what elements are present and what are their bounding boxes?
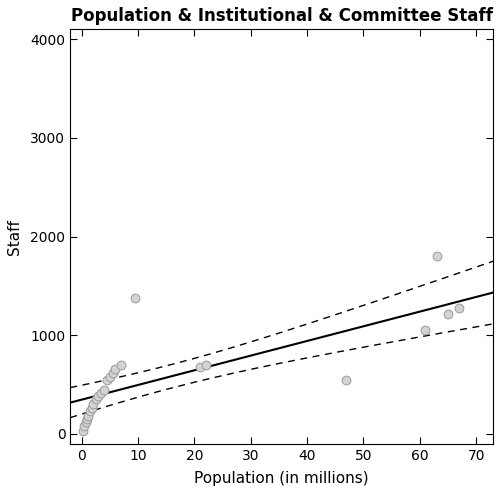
Point [83, 415, 91, 423]
Point [98, 388, 106, 396]
Point [80, 422, 88, 430]
Point [202, 361, 209, 369]
Point [84, 412, 92, 420]
Point [82, 418, 90, 426]
Point [100, 386, 108, 393]
Point [455, 304, 463, 312]
Point [86, 407, 94, 415]
Point [92, 395, 100, 403]
Point [79, 427, 87, 435]
Point [106, 373, 114, 381]
Point [342, 376, 350, 384]
Point [103, 376, 111, 384]
Point [117, 361, 125, 369]
Point [89, 400, 97, 408]
Point [422, 326, 430, 334]
Point [131, 294, 139, 302]
Point [196, 363, 204, 371]
Point [444, 310, 452, 317]
Point [88, 404, 96, 412]
Point [112, 365, 120, 373]
Point [108, 369, 116, 377]
Title: Population & Institutional & Committee Staff: Population & Institutional & Committee S… [70, 7, 492, 25]
Y-axis label: Staff: Staff [7, 218, 22, 254]
X-axis label: Population (in millions): Population (in millions) [194, 471, 369, 486]
Point [94, 392, 102, 400]
Point [432, 252, 440, 260]
